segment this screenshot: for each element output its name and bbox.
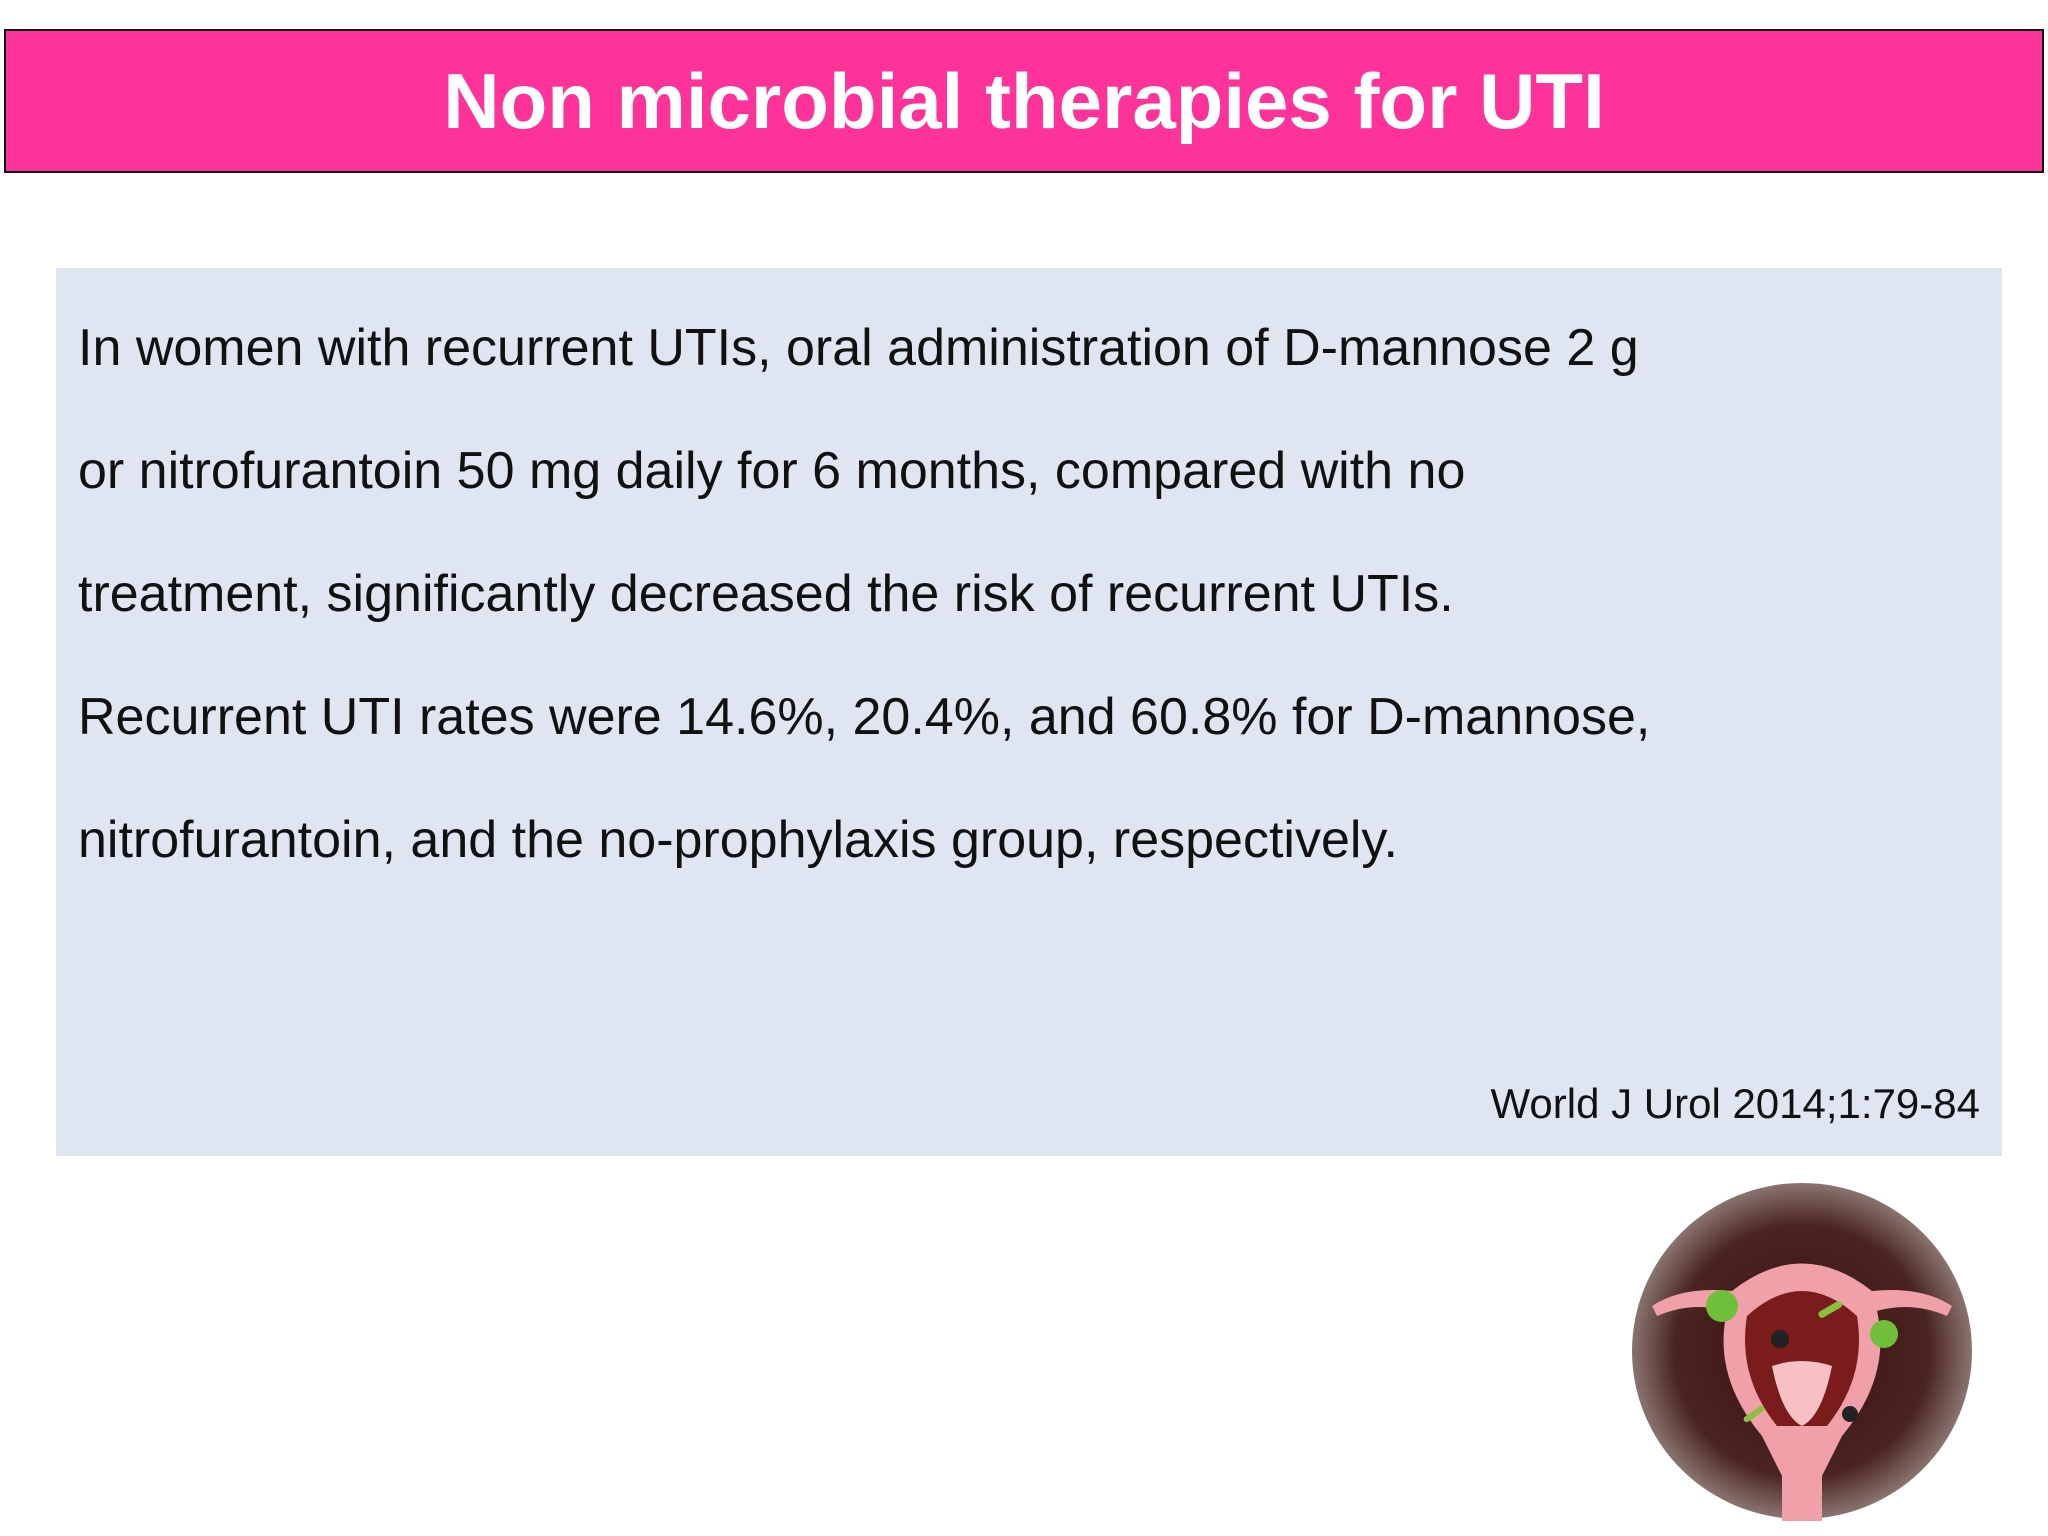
body-line: treatment, significantly decreased the r… [78,565,1454,623]
body-line: Recurrent UTI rates were 14.6%, 20.4%, a… [78,688,1651,746]
body-line: or nitrofurantoin 50 mg daily for 6 mont… [78,442,1466,500]
slide-title: Non microbial therapies for UTI [443,56,1605,145]
body-line: nitrofurantoin, and the no-prophylaxis g… [78,811,1399,869]
bladder-illustration [1632,1183,1972,1521]
body-line: In women with recurrent UTIs, oral admin… [78,319,1639,377]
title-bar: Non microbial therapies for UTI [4,29,2044,173]
content-box: In women with recurrent UTIs, oral admin… [56,268,2002,1156]
citation: World J Urol 2014;1:79-84 [1490,1080,1980,1127]
